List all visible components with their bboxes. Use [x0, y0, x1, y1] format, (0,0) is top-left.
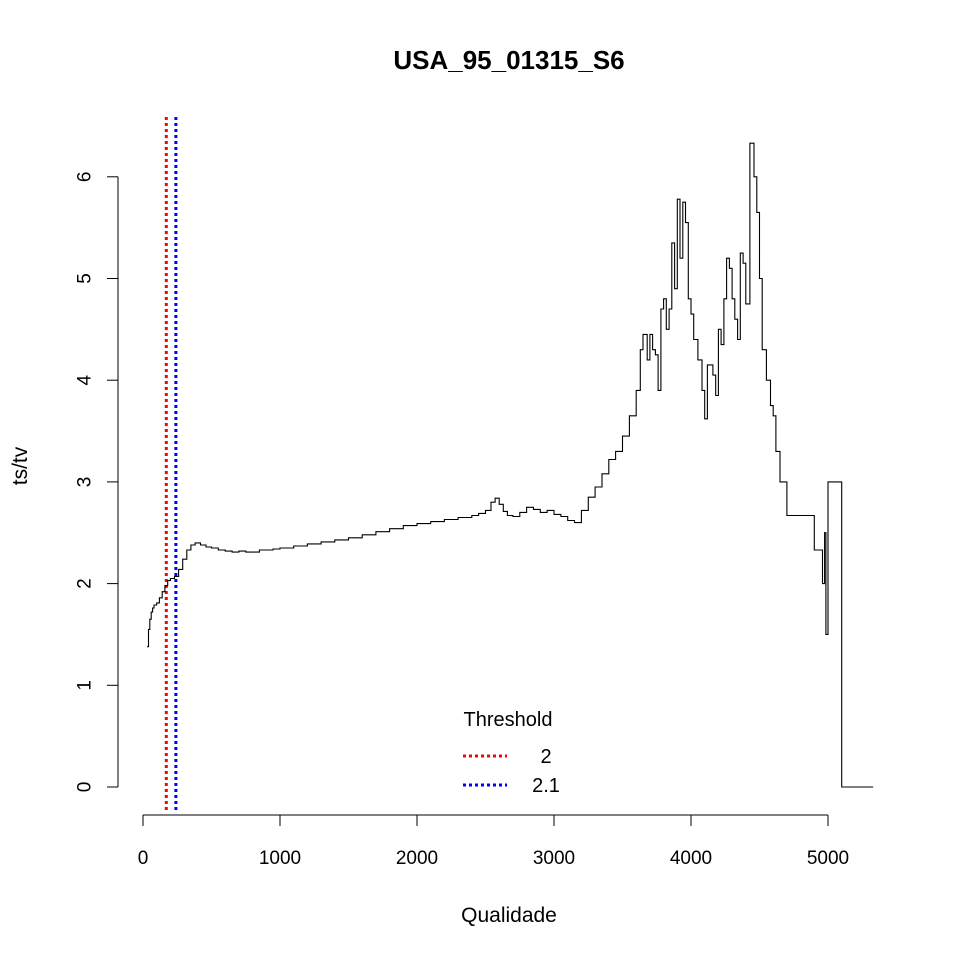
chart-title: USA_95_01315_S6 — [393, 45, 624, 75]
y-axis: 0 1 2 3 4 5 6 — [75, 172, 119, 793]
y-tick-label: 6 — [75, 172, 96, 183]
legend: Threshold 22.1 — [463, 709, 560, 797]
x-tick-label: 0 — [138, 848, 149, 869]
legend-title: Threshold — [464, 709, 553, 731]
x-tick-label: 5000 — [807, 848, 849, 869]
x-axis: 0 1000 2000 3000 4000 5000 — [138, 814, 849, 869]
x-axis-label: Qualidade — [461, 904, 557, 927]
x-tick-label: 4000 — [670, 848, 712, 869]
threshold-lines — [164, 117, 178, 810]
y-tick-label: 5 — [75, 273, 96, 284]
y-tick-label: 2 — [75, 578, 96, 589]
y-tick-label: 1 — [75, 680, 96, 691]
y-tick-label: 0 — [75, 782, 96, 793]
y-tick-label: 3 — [75, 477, 96, 488]
legend-label-2: 2.1 — [532, 775, 560, 797]
legend-label-1: 2 — [540, 746, 551, 768]
x-tick-label: 1000 — [259, 848, 301, 869]
x-tick-label: 3000 — [533, 848, 575, 869]
y-tick-label: 4 — [75, 374, 96, 385]
series-line-ts-tv — [147, 142, 874, 788]
x-tick-label: 2000 — [396, 848, 438, 869]
y-axis-label: ts/tv — [9, 446, 32, 485]
legend-entries: 22.1 — [463, 746, 560, 797]
